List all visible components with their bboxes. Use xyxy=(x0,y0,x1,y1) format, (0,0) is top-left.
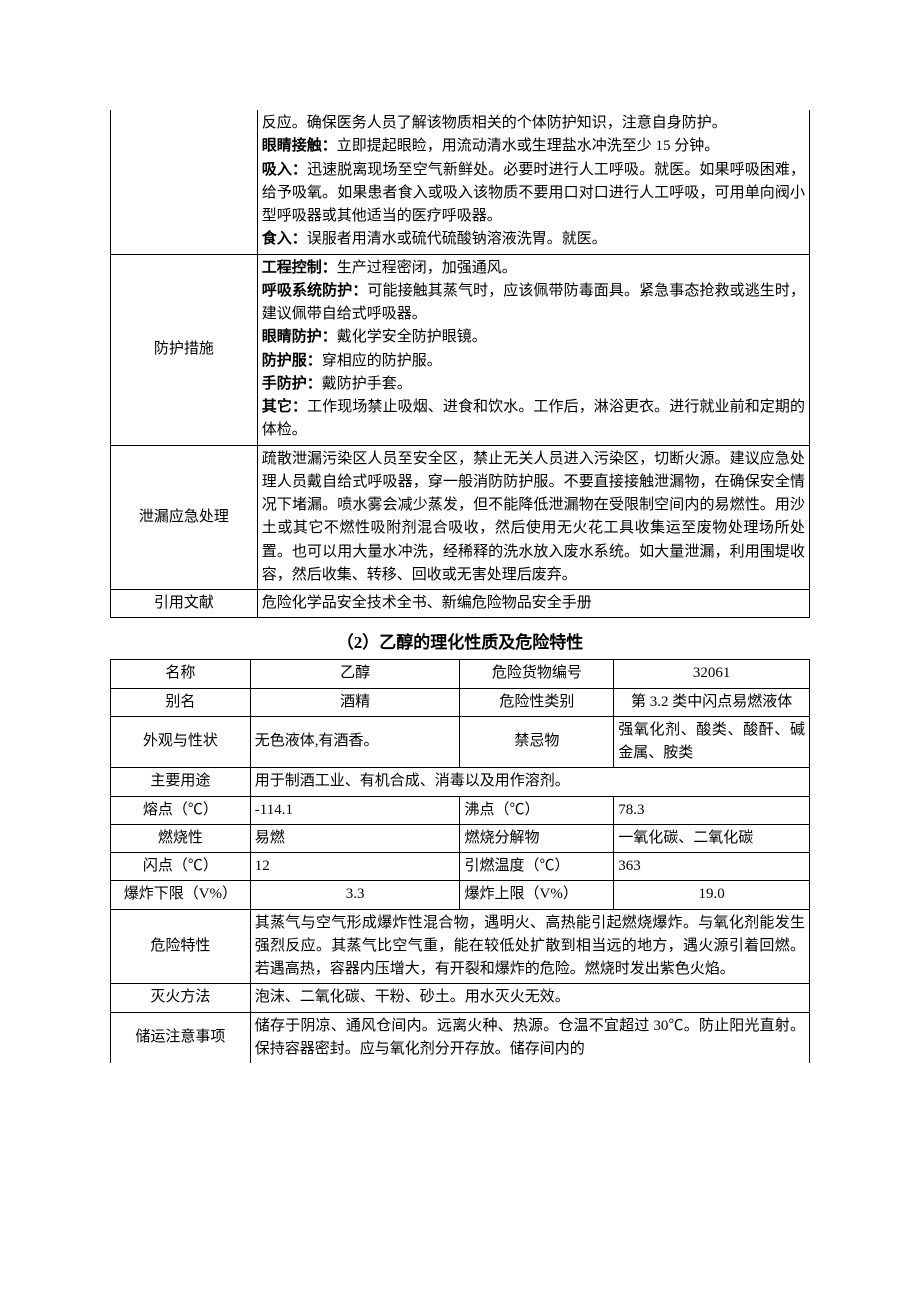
table-row: 危险特性 其蒸气与空气形成爆炸性混合物，遇明火、高热能引起燃烧爆炸。与氧化剂能发… xyxy=(111,909,810,984)
cell-hazard-char-label: 危险特性 xyxy=(111,909,251,984)
table-row: 熔点（℃） -114.1 沸点（℃） 78.3 xyxy=(111,796,810,824)
cell-melting-label: 熔点（℃） xyxy=(111,796,251,824)
row-content: 疏散泄漏污染区人员至安全区，禁止无关人员进入污染区，切断火源。建议应急处理人员戴… xyxy=(257,445,809,590)
cell-flammability-label: 燃烧性 xyxy=(111,824,251,852)
table-row: 闪点（℃） 12 引燃温度（℃） 363 xyxy=(111,853,810,881)
cell-appearance-label: 外观与性状 xyxy=(111,716,251,768)
cell-incompat-value: 强氧化剂、酸类、酸酐、碱金属、胺类 xyxy=(614,716,810,768)
cell-alias-value: 酒精 xyxy=(250,688,460,716)
cell-flammability-value: 易燃 xyxy=(250,824,460,852)
section-2-title: （2）乙醇的理化性质及危险特性 xyxy=(110,628,810,653)
cell-hazard-no-label: 危险货物编号 xyxy=(460,660,614,688)
row-content: 危险化学品安全技术全书、新编危险物品安全手册 xyxy=(257,590,809,618)
cell-ignition-label: 引燃温度（℃） xyxy=(460,853,614,881)
table-row: 防护措施工程控制：生产过程密闭，加强通风。呼吸系统防护：可能接触其蒸气时，应该佩… xyxy=(111,254,810,445)
table-row: 燃烧性 易燃 燃烧分解物 一氧化碳、二氧化碳 xyxy=(111,824,810,852)
cell-appearance-value: 无色液体,有酒香。 xyxy=(250,716,460,768)
table-row: 灭火方法 泡沫、二氧化碳、干粉、砂土。用水灭火无效。 xyxy=(111,984,810,1012)
ethanol-properties-table: 名称 乙醇 危险货物编号 32061 别名 酒精 危险性类别 第 3.2 类中闪… xyxy=(110,659,810,1063)
table-row: 主要用途 用于制酒工业、有机合成、消毒以及用作溶剂。 xyxy=(111,768,810,796)
cell-boiling-label: 沸点（℃） xyxy=(460,796,614,824)
table-row: 名称 乙醇 危险货物编号 32061 xyxy=(111,660,810,688)
cell-boiling-value: 78.3 xyxy=(614,796,810,824)
cell-decomp-value: 一氧化碳、二氧化碳 xyxy=(614,824,810,852)
table-row: 爆炸下限（V%） 3.3 爆炸上限（V%） 19.0 xyxy=(111,881,810,909)
table-row: 反应。确保医务人员了解该物质相关的个体防护知识，注意自身防护。眼睛接触：立即提起… xyxy=(111,110,810,254)
cell-uses-value: 用于制酒工业、有机合成、消毒以及用作溶剂。 xyxy=(250,768,809,796)
table-row: 外观与性状 无色液体,有酒香。 禁忌物 强氧化剂、酸类、酸酐、碱金属、胺类 xyxy=(111,716,810,768)
cell-incompat-label: 禁忌物 xyxy=(460,716,614,768)
cell-melting-value: -114.1 xyxy=(250,796,460,824)
cell-storage-label: 储运注意事项 xyxy=(111,1012,251,1063)
row-label: 引用文献 xyxy=(111,590,258,618)
row-content: 工程控制：生产过程密闭，加强通风。呼吸系统防护：可能接触其蒸气时，应该佩带防毒面… xyxy=(257,254,809,445)
cell-decomp-label: 燃烧分解物 xyxy=(460,824,614,852)
cell-hazard-no-value: 32061 xyxy=(614,660,810,688)
cell-flash-value: 12 xyxy=(250,853,460,881)
cell-name-value: 乙醇 xyxy=(250,660,460,688)
row-content: 反应。确保医务人员了解该物质相关的个体防护知识，注意自身防护。眼睛接触：立即提起… xyxy=(257,110,809,254)
table-row: 泄漏应急处理疏散泄漏污染区人员至安全区，禁止无关人员进入污染区，切断火源。建议应… xyxy=(111,445,810,590)
cell-flash-label: 闪点（℃） xyxy=(111,853,251,881)
row-label: 防护措施 xyxy=(111,254,258,445)
cell-uel-value: 19.0 xyxy=(614,881,810,909)
cell-firefight-value: 泡沫、二氧化碳、干粉、砂土。用水灭火无效。 xyxy=(250,984,809,1012)
cell-lel-label: 爆炸下限（V%） xyxy=(111,881,251,909)
cell-lel-value: 3.3 xyxy=(250,881,460,909)
table-row: 别名 酒精 危险性类别 第 3.2 类中闪点易燃液体 xyxy=(111,688,810,716)
table-row: 储运注意事项 储存于阴凉、通风仓间内。远离火种、热源。仓温不宜超过 30℃。防止… xyxy=(111,1012,810,1063)
row-label xyxy=(111,110,258,254)
safety-table-1: 反应。确保医务人员了解该物质相关的个体防护知识，注意自身防护。眼睛接触：立即提起… xyxy=(110,110,810,618)
cell-firefight-label: 灭火方法 xyxy=(111,984,251,1012)
cell-alias-label: 别名 xyxy=(111,688,251,716)
cell-hazard-class-label: 危险性类别 xyxy=(460,688,614,716)
cell-ignition-value: 363 xyxy=(614,853,810,881)
document-page: 反应。确保医务人员了解该物质相关的个体防护知识，注意自身防护。眼睛接触：立即提起… xyxy=(0,0,920,1103)
row-label: 泄漏应急处理 xyxy=(111,445,258,590)
cell-uses-label: 主要用途 xyxy=(111,768,251,796)
cell-hazard-class-value: 第 3.2 类中闪点易燃液体 xyxy=(614,688,810,716)
table-row: 引用文献危险化学品安全技术全书、新编危险物品安全手册 xyxy=(111,590,810,618)
cell-name-label: 名称 xyxy=(111,660,251,688)
cell-hazard-char-value: 其蒸气与空气形成爆炸性混合物，遇明火、高热能引起燃烧爆炸。与氧化剂能发生强烈反应… xyxy=(250,909,809,984)
cell-storage-value: 储存于阴凉、通风仓间内。远离火种、热源。仓温不宜超过 30℃。防止阳光直射。保持… xyxy=(250,1012,809,1063)
cell-uel-label: 爆炸上限（V%） xyxy=(460,881,614,909)
